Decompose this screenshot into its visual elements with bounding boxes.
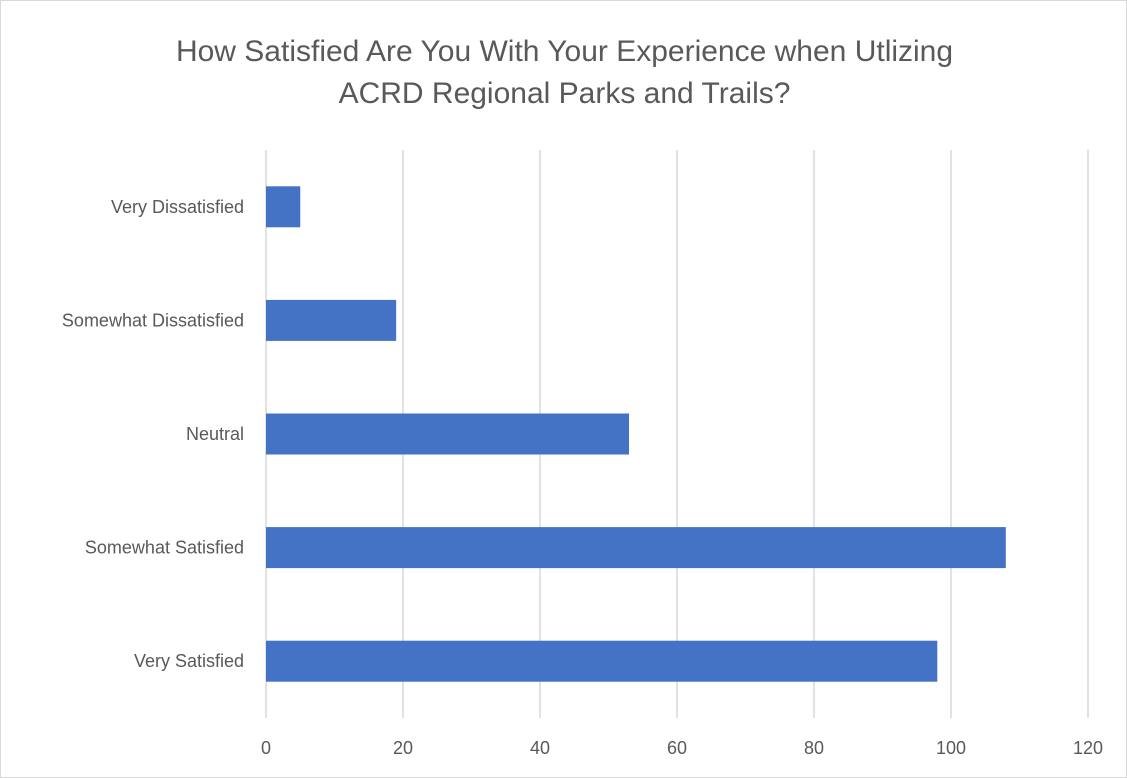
chart-title: How Satisfied Are You With Your Experien… xyxy=(1,31,1127,115)
x-tick-label: 60 xyxy=(667,738,687,758)
bar-very-satisfied xyxy=(266,640,938,682)
x-tick-label: 40 xyxy=(530,738,550,758)
bar-very-dissatisfied xyxy=(266,186,301,228)
category-label: Somewhat Dissatisfied xyxy=(62,310,244,330)
category-labels: Very Dissatisfied Somewhat Dissatisfied Ne… xyxy=(62,197,244,671)
x-tick-label: 20 xyxy=(393,738,413,758)
x-tick-label: 80 xyxy=(804,738,824,758)
x-tick-label: 0 xyxy=(261,738,271,758)
category-label: Very Dissatisfied xyxy=(111,197,244,217)
bar-neutral xyxy=(266,413,630,455)
bars xyxy=(266,186,1006,682)
category-label: Somewhat Satisfied xyxy=(85,538,244,558)
chart-title-line-2: ACRD Regional Parks and Trails? xyxy=(338,77,791,110)
category-label: Very Satisfied xyxy=(134,651,244,671)
bar-somewhat-dissatisfied xyxy=(266,299,397,341)
bar-somewhat-satisfied xyxy=(266,527,1006,569)
x-tick-label: 120 xyxy=(1073,738,1103,758)
chart-title-line-1: How Satisfied Are You With Your Experien… xyxy=(175,35,954,68)
x-tick-label: 100 xyxy=(936,738,966,758)
category-label: Neutral xyxy=(186,424,244,444)
x-tick-labels: 0 20 40 60 80 100 120 xyxy=(261,738,1103,758)
